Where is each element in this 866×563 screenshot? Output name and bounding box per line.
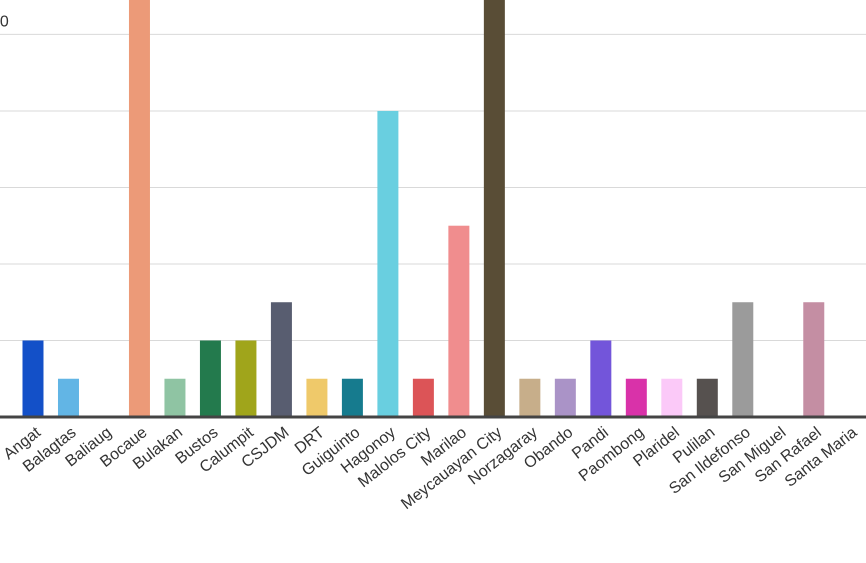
bar [164,378,186,417]
bar [57,378,79,417]
bar [519,378,541,417]
bar [661,378,683,417]
bar [590,340,612,417]
bar [128,0,150,418]
bar [483,0,505,417]
y-tick-label: 10 [0,14,9,31]
bar [732,302,754,417]
bar [235,340,257,417]
bar [377,110,399,418]
bar [803,302,825,417]
bar [554,378,576,417]
bar [22,340,44,417]
bar [448,225,470,417]
bar [696,378,718,417]
bar [270,302,292,417]
bar [625,378,647,417]
bar [306,378,328,417]
bar [199,340,221,417]
bar [412,378,434,417]
bar [341,378,363,417]
